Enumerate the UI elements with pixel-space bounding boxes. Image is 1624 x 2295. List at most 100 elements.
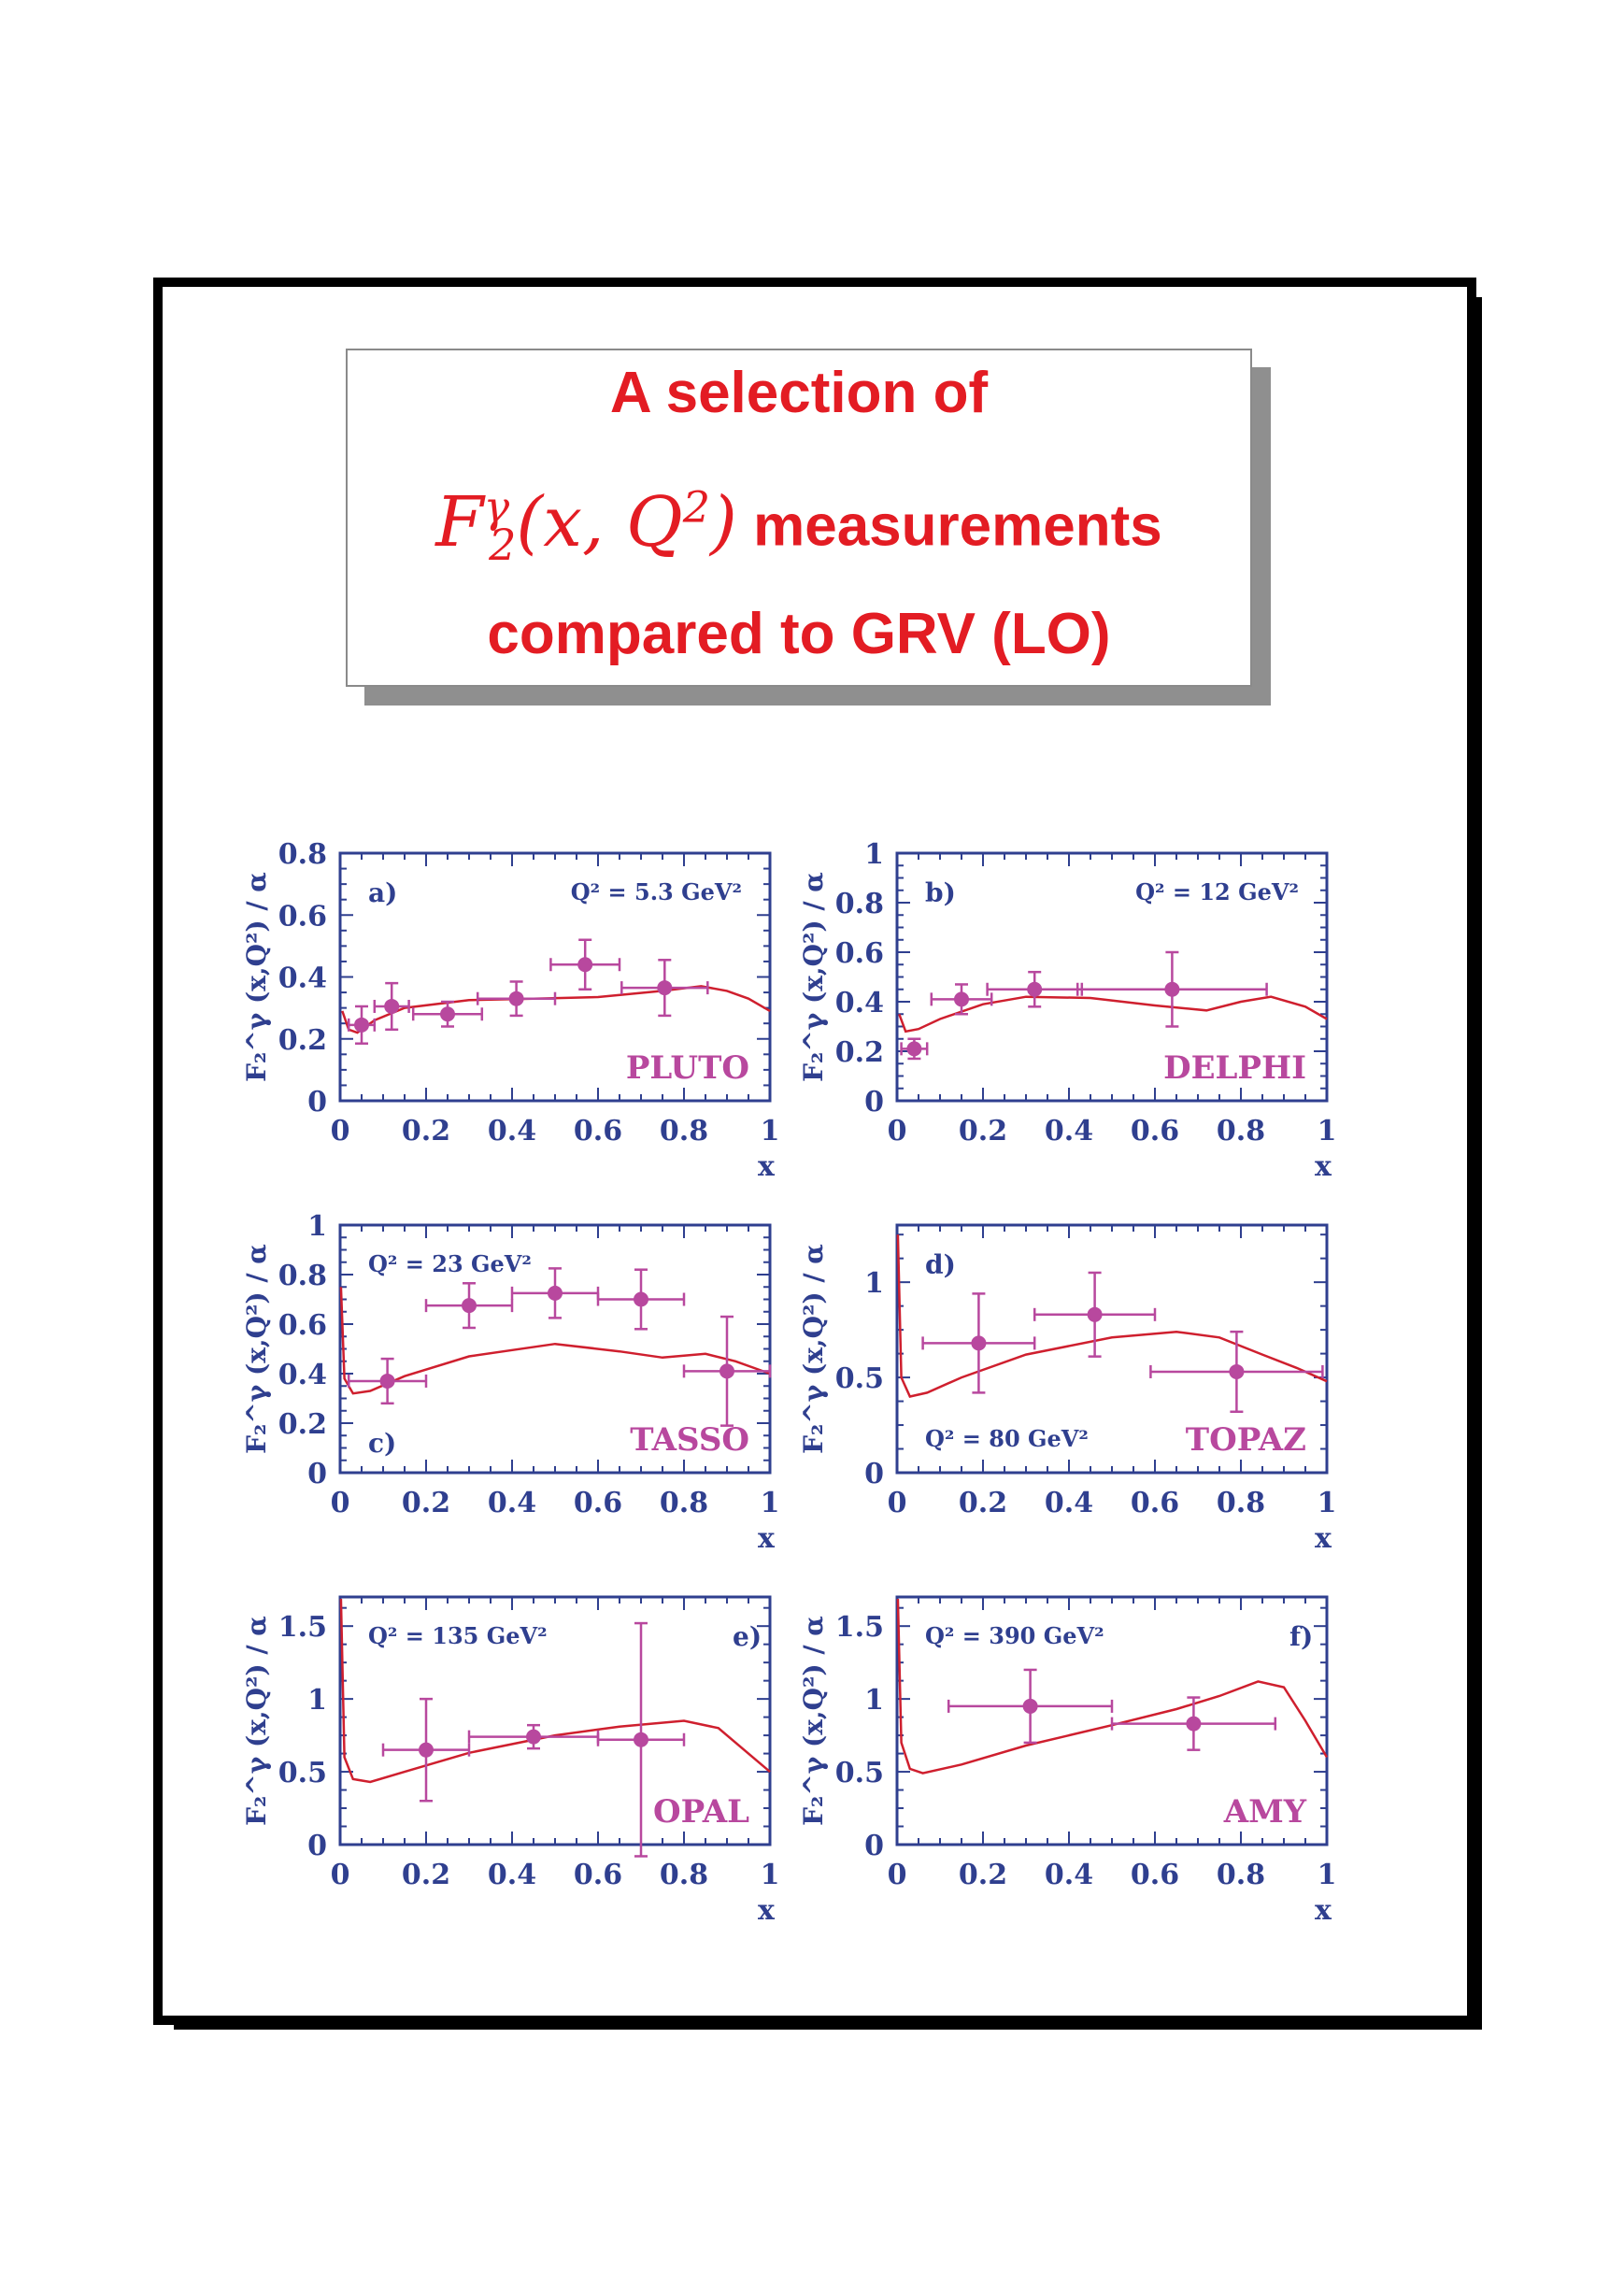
x-axis-label: x <box>758 1894 776 1927</box>
data-point <box>347 1005 377 1045</box>
x-tick-label: 0.2 <box>402 1487 450 1519</box>
data-marker <box>419 1742 434 1758</box>
data-marker <box>954 991 969 1007</box>
title-math: Fγ2(x, Q2) <box>435 481 737 571</box>
panel-label: c) <box>368 1428 396 1459</box>
title-box: A selection of Fγ2(x, Q2) measurements c… <box>346 349 1252 687</box>
y-tick-label: 0.5 <box>278 1757 327 1789</box>
y-tick-label: 0.8 <box>835 888 884 920</box>
x-tick-label: 0.2 <box>402 1859 450 1891</box>
data-marker <box>526 1729 541 1745</box>
x-tick-label: 0.6 <box>1131 1487 1179 1519</box>
data-point <box>381 1697 471 1803</box>
data-marker <box>354 1017 369 1033</box>
x-tick-label: 0 <box>331 1487 350 1519</box>
data-marker <box>462 1298 477 1314</box>
y-tick-label: 0.8 <box>278 1260 327 1292</box>
x-tick-label: 0.6 <box>574 1859 622 1891</box>
x-tick-label: 1 <box>1318 1115 1337 1148</box>
x-tick-label: 1 <box>1318 1859 1337 1891</box>
grv-curve <box>339 1598 771 1784</box>
data-point <box>411 1000 484 1028</box>
q2-label: Q² = 80 GeV² <box>925 1425 1089 1452</box>
y-axis-label: F₂^γ (x,Q²) / α <box>241 1244 272 1454</box>
x-tick-label: 1 <box>761 1115 780 1148</box>
x-tick-label: 0.4 <box>1045 1487 1093 1519</box>
y-tick-label: 0 <box>307 1458 327 1490</box>
panel-label: f) <box>1289 1621 1313 1652</box>
data-marker <box>1164 981 1180 997</box>
data-marker <box>440 1006 455 1022</box>
x-tick-label: 0 <box>331 1859 350 1891</box>
data-marker <box>1229 1363 1245 1379</box>
x-tick-label: 0.8 <box>660 1487 708 1519</box>
x-axis-label: x <box>758 1150 776 1183</box>
x-tick-label: 0.4 <box>488 1115 536 1148</box>
y-tick-label: 1 <box>864 1267 884 1300</box>
x-axis-label: x <box>1315 1150 1332 1183</box>
experiment-label: AMY <box>1223 1793 1307 1831</box>
y-tick-label: 0.2 <box>278 1024 327 1057</box>
y-axis-label: F₂^γ (x,Q²) / α <box>798 1616 829 1826</box>
y-tick-label: 0 <box>307 1086 327 1119</box>
title-line-3: compared to GRV (LO) <box>487 602 1111 666</box>
experiment-label: DELPHI <box>1163 1049 1306 1087</box>
x-axis-label: x <box>758 1522 776 1555</box>
x-tick-label: 0.2 <box>959 1115 1007 1148</box>
y-tick-label: 1 <box>307 1210 327 1243</box>
data-point <box>373 981 410 1032</box>
data-point <box>347 1357 428 1405</box>
data-point <box>682 1315 772 1427</box>
data-marker <box>906 1041 922 1057</box>
y-axis-label: F₂^γ (x,Q²) / α <box>241 872 272 1082</box>
data-marker <box>971 1335 987 1351</box>
data-point <box>596 1621 686 1858</box>
data-marker <box>634 1732 648 1747</box>
y-tick-label: 0.6 <box>278 1309 327 1342</box>
chart-panel-5: 0 0.2 0.4 0.6 0.8 1 0 0.5 1 1.5 x F₂^γ (x,Q²) / α e)… <box>241 1595 779 1927</box>
x-tick-label: 0 <box>888 1115 907 1148</box>
x-tick-label: 0.6 <box>1131 1859 1179 1891</box>
y-tick-label: 1.5 <box>278 1611 327 1644</box>
y-tick-label: 0.4 <box>278 962 327 995</box>
q2-label: Q² = 23 GeV² <box>368 1250 532 1277</box>
experiment-label: TOPAZ <box>1186 1421 1306 1459</box>
x-tick-label: 0.4 <box>488 1859 536 1891</box>
panel-label: b) <box>925 877 956 908</box>
x-tick-label: 0.4 <box>488 1487 536 1519</box>
y-tick-label: 1 <box>307 1684 327 1717</box>
x-tick-label: 0.6 <box>1131 1115 1179 1148</box>
data-point <box>476 980 557 1018</box>
data-point <box>900 1037 929 1061</box>
x-axis-label: x <box>1315 1522 1332 1555</box>
title-line-1: A selection of <box>609 361 989 425</box>
experiment-label: OPAL <box>653 1793 749 1831</box>
data-point <box>1076 950 1268 1028</box>
y-tick-label: 0 <box>864 1830 884 1862</box>
data-marker <box>1186 1716 1202 1732</box>
x-tick-label: 0.2 <box>402 1115 450 1148</box>
x-tick-label: 0.8 <box>1217 1859 1265 1891</box>
experiment-label: TASSO <box>630 1421 749 1459</box>
data-point <box>1110 1696 1277 1751</box>
x-tick-label: 0.4 <box>1045 1115 1093 1148</box>
q2-label: Q² = 12 GeV² <box>1135 878 1299 905</box>
y-tick-label: 1.5 <box>835 1611 884 1644</box>
data-point <box>947 1668 1114 1745</box>
data-point <box>1149 1330 1324 1414</box>
grv-curve <box>898 995 1328 1033</box>
x-tick-label: 0.8 <box>660 1859 708 1891</box>
data-marker <box>548 1285 563 1301</box>
data-marker <box>577 957 593 973</box>
data-point <box>930 983 993 1016</box>
grv-curve <box>339 1287 771 1395</box>
x-tick-label: 0.8 <box>1217 1115 1265 1148</box>
x-tick-label: 0.8 <box>660 1115 708 1148</box>
data-marker <box>384 998 400 1014</box>
y-tick-label: 0.4 <box>278 1359 327 1391</box>
x-axis-label: x <box>1315 1894 1332 1927</box>
y-tick-label: 0.6 <box>835 937 884 970</box>
